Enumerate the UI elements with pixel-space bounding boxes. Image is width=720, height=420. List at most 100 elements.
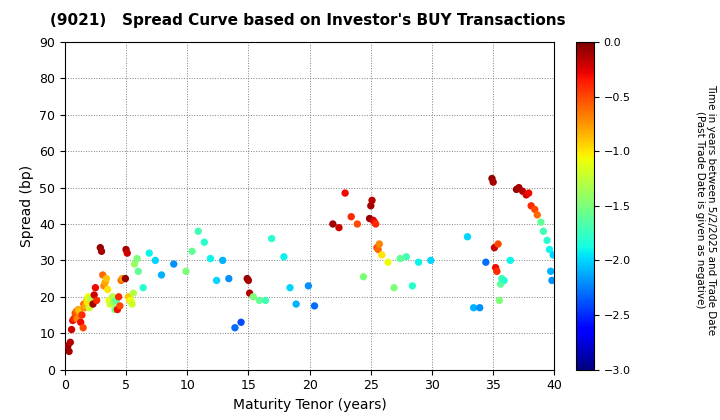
Point xyxy=(425,257,436,264)
Point xyxy=(131,255,143,262)
Point xyxy=(248,294,259,300)
Point xyxy=(529,206,541,213)
Point xyxy=(407,283,418,289)
Point xyxy=(492,241,504,247)
Point xyxy=(91,297,102,304)
Point xyxy=(217,257,228,264)
Point xyxy=(284,284,296,291)
Point xyxy=(87,301,99,307)
Point xyxy=(98,283,109,289)
Point xyxy=(78,304,90,311)
Point xyxy=(110,297,122,304)
Point xyxy=(89,291,100,298)
Point xyxy=(80,302,91,309)
Point xyxy=(372,244,383,251)
Point xyxy=(127,290,139,297)
Point xyxy=(290,301,302,307)
Point xyxy=(66,326,77,333)
Point xyxy=(531,212,543,218)
Point xyxy=(186,248,198,255)
Point xyxy=(112,306,123,313)
Point xyxy=(241,275,253,282)
Point xyxy=(211,277,222,284)
Point xyxy=(526,202,537,209)
Point xyxy=(71,315,83,322)
Point xyxy=(180,268,192,275)
Point xyxy=(67,317,78,324)
Point xyxy=(84,304,95,311)
Point xyxy=(370,220,382,227)
Point xyxy=(546,277,558,284)
Point xyxy=(486,175,498,182)
Point xyxy=(62,343,73,349)
Point xyxy=(122,250,133,257)
Point xyxy=(102,286,114,293)
Point xyxy=(199,239,210,246)
Point xyxy=(120,246,132,253)
Y-axis label: Spread (bp): Spread (bp) xyxy=(19,165,34,247)
Point xyxy=(150,257,161,264)
Point xyxy=(99,279,111,286)
Point xyxy=(480,259,492,265)
Point xyxy=(489,244,500,251)
Point xyxy=(69,310,81,317)
Point xyxy=(395,255,406,262)
Point xyxy=(244,290,256,297)
Point xyxy=(547,252,559,258)
Point xyxy=(333,224,345,231)
Point xyxy=(505,257,516,264)
Point xyxy=(73,308,85,315)
Point xyxy=(107,294,118,300)
Point xyxy=(367,217,379,224)
Point xyxy=(124,297,135,304)
Point xyxy=(339,190,351,197)
Point xyxy=(78,301,89,307)
Point xyxy=(462,234,473,240)
Point xyxy=(517,188,528,194)
Point xyxy=(118,275,130,282)
Point xyxy=(498,277,510,284)
Point xyxy=(82,294,94,300)
Point xyxy=(235,319,247,326)
Point xyxy=(260,297,271,304)
Point xyxy=(400,253,412,260)
Point xyxy=(365,202,377,209)
Point xyxy=(496,275,508,282)
Point xyxy=(327,220,338,227)
Point xyxy=(346,213,357,220)
Point xyxy=(253,297,265,304)
Point xyxy=(369,219,380,226)
Point xyxy=(75,319,86,326)
Point xyxy=(127,301,138,307)
Point xyxy=(388,284,400,291)
Point xyxy=(109,306,121,313)
Point xyxy=(71,308,82,315)
Point xyxy=(156,272,167,278)
Point xyxy=(81,297,93,304)
Point xyxy=(101,275,112,282)
Point xyxy=(114,302,126,309)
Point xyxy=(521,192,532,198)
Point xyxy=(94,244,106,251)
Point xyxy=(510,186,522,193)
Point xyxy=(372,246,384,253)
Point xyxy=(545,268,557,275)
Point xyxy=(366,197,378,204)
Point xyxy=(376,252,387,258)
Point xyxy=(523,190,534,197)
Point xyxy=(223,275,235,282)
Point xyxy=(89,284,101,291)
Point xyxy=(364,215,375,222)
Point xyxy=(125,297,137,304)
Point xyxy=(192,228,204,235)
Point xyxy=(229,324,240,331)
Point xyxy=(374,241,385,247)
Point xyxy=(309,302,320,309)
Point xyxy=(413,259,424,265)
Point xyxy=(129,261,140,268)
Point xyxy=(474,304,485,311)
Point xyxy=(63,348,75,355)
Point xyxy=(487,179,499,186)
Point xyxy=(78,324,89,331)
Point xyxy=(302,283,314,289)
